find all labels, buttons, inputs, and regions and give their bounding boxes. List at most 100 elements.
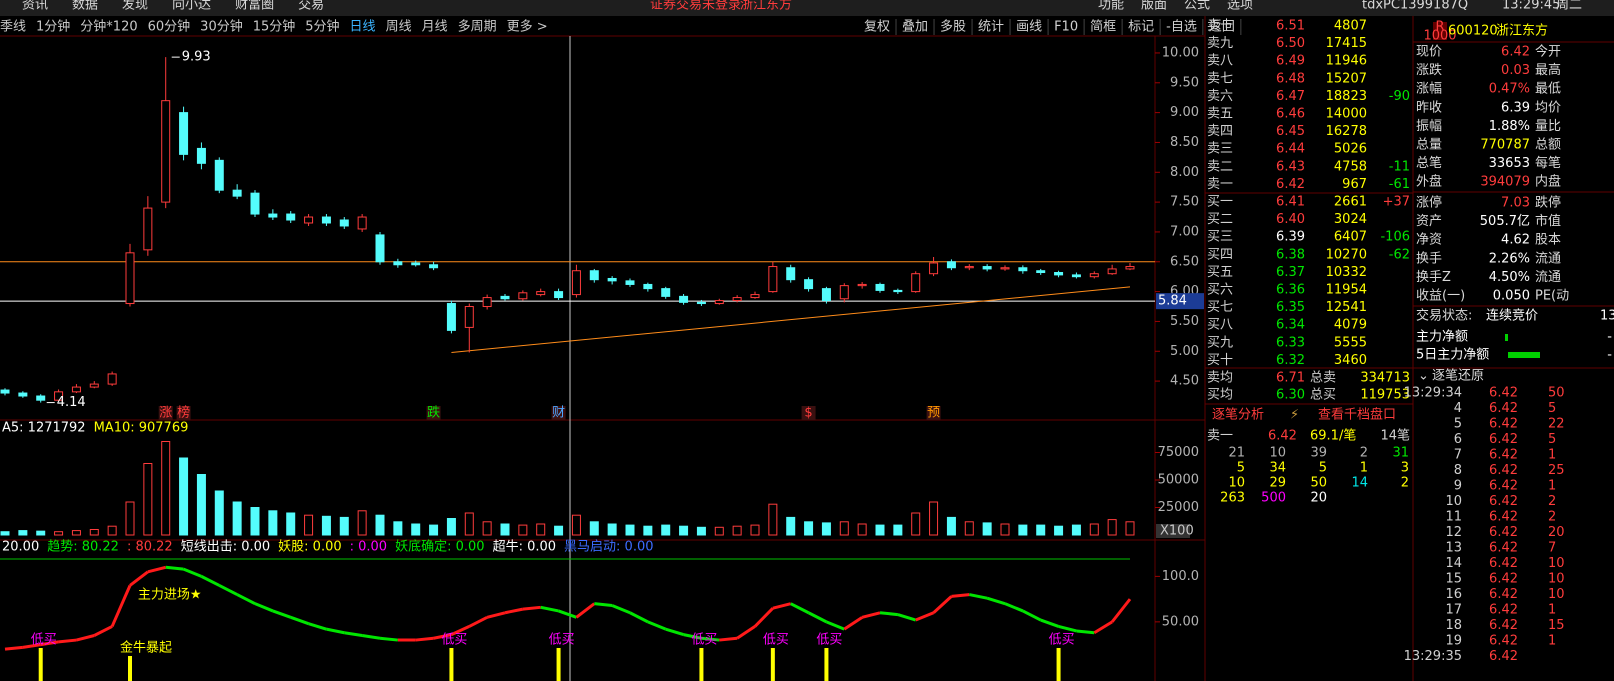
tick-price: 6.42 (1489, 634, 1518, 649)
y-tick-label: 5.00 (1170, 344, 1199, 359)
tool-button[interactable]: 统计 (978, 20, 1004, 35)
analysis-cell: 263 (1220, 491, 1245, 506)
menu-item[interactable]: 财富圈 (235, 0, 274, 13)
tool-button[interactable]: 返回 (1209, 20, 1235, 35)
volume-bar (786, 516, 796, 536)
avg-price: 6.30 (1276, 388, 1305, 403)
flow-label: 5日主力净额 (1416, 348, 1489, 363)
candle-body (71, 386, 81, 393)
book-label: 卖八 (1207, 54, 1233, 69)
collapse-icon: ⌄ (1418, 369, 1429, 384)
tool-button[interactable]: 多股 (940, 19, 966, 35)
volume-bar (393, 521, 403, 536)
candle-body (911, 273, 921, 293)
candle-body (839, 285, 849, 300)
quote-right-label: 均价 (1535, 100, 1561, 115)
book-label: 卖五 (1207, 107, 1233, 122)
menu-right-item[interactable]: 功能 (1098, 0, 1124, 13)
book-volume: 4758 (1334, 159, 1367, 174)
period-tab[interactable]: 日线 (350, 20, 376, 35)
quote-value: 6.39 (1501, 100, 1530, 115)
menu-item[interactable]: 发现 (122, 0, 148, 13)
book-price: 6.47 (1276, 89, 1305, 104)
menu-item[interactable]: 向小达 (172, 0, 211, 13)
volume-bar (625, 524, 635, 536)
signal-label: 低买 (31, 633, 57, 648)
candle-body (339, 219, 349, 227)
tick-time: 13:29:34 (1404, 386, 1462, 401)
book-volume: 10332 (1326, 265, 1367, 280)
candle-body (54, 391, 64, 401)
period-tab[interactable]: 分钟*120 (80, 19, 137, 35)
menu-item[interactable]: 交易 (298, 0, 324, 13)
period-tab[interactable]: 1分钟 (36, 19, 70, 35)
candle-body (643, 283, 653, 290)
quote-label: 总量 (1416, 138, 1442, 153)
trend-segment (736, 625, 756, 640)
tick-volume: 20 (1548, 525, 1565, 540)
tick-price: 6.42 (1489, 510, 1518, 525)
tool-button[interactable]: 画线 (1016, 20, 1042, 35)
book-label: 买四 (1207, 247, 1233, 262)
volume-bar (661, 524, 671, 536)
signal-label: 低买 (1049, 633, 1075, 648)
tool-button[interactable]: 叠加 (902, 20, 928, 35)
book-volume: 3460 (1334, 353, 1367, 368)
trend-segment (932, 595, 953, 614)
tick-time: 9 (1454, 479, 1462, 494)
total-value: 119753 (1360, 388, 1410, 403)
volume-bar (1071, 524, 1081, 536)
tick-volume: 5 (1548, 401, 1556, 416)
book-tab[interactable]: 逐笔分析 (1212, 407, 1264, 423)
volume-bar (1000, 523, 1010, 536)
trend-segment (76, 634, 95, 642)
book-label: 买七 (1207, 300, 1233, 315)
quote-value: 4.50% (1489, 270, 1530, 285)
book-change: -11 (1389, 159, 1410, 174)
period-tab[interactable]: 15分钟 (253, 19, 296, 35)
menu-item[interactable]: 资讯 (22, 0, 48, 13)
analysis-cell: 31 (1392, 446, 1409, 461)
candle-body (696, 301, 706, 305)
book-price: 6.45 (1276, 124, 1305, 139)
trend-segment (575, 602, 596, 619)
period-tab[interactable]: 月线 (422, 20, 448, 35)
period-tab[interactable]: 季线 (0, 20, 26, 35)
status-value: 连续竞价 (1486, 308, 1538, 324)
trend-segment (1093, 620, 1113, 635)
period-tab[interactable]: 更多 > (507, 19, 548, 35)
flow-value: - (1607, 348, 1612, 363)
tool-button[interactable]: 标记 (1128, 20, 1154, 35)
pane-header: MA10: 907769 (94, 421, 189, 436)
book-label: 卖十 (1207, 19, 1233, 34)
volume-bar (839, 521, 849, 536)
period-tab[interactable]: 多周期 (458, 19, 497, 35)
book-label: 买五 (1207, 265, 1233, 280)
quote-label: 净资 (1416, 233, 1442, 248)
menu-right-item[interactable]: 版面 (1141, 0, 1167, 13)
trend-segment (58, 638, 77, 644)
book-tab[interactable]: 查看千档盘口 (1318, 407, 1396, 423)
candle-body (393, 261, 403, 266)
tool-button[interactable]: -自选 (1166, 20, 1197, 35)
tool-button[interactable]: 简框 (1090, 19, 1116, 35)
book-volume: 11954 (1326, 283, 1367, 298)
quote-value: 1.88% (1489, 119, 1530, 134)
book-volume: 4807 (1334, 19, 1367, 34)
candle-body (143, 207, 153, 251)
menu-item[interactable]: 数据 (72, 0, 98, 13)
tool-button[interactable]: F10 (1054, 20, 1078, 35)
period-tab[interactable]: 60分钟 (148, 19, 191, 35)
period-tab[interactable]: 30分钟 (200, 19, 243, 35)
period-tab[interactable]: 5分钟 (305, 19, 339, 35)
menu-right-item[interactable]: 选项 (1227, 0, 1253, 13)
period-tab[interactable]: 周线 (386, 20, 412, 35)
tool-button[interactable]: 复权 (864, 19, 890, 35)
volume-bar (536, 523, 546, 536)
book-volume: 15207 (1326, 71, 1367, 86)
candle-body (893, 289, 903, 293)
menu-right-item[interactable]: 公式 (1184, 0, 1210, 13)
tick-price: 6.42 (1489, 556, 1518, 571)
trend-segment (22, 643, 41, 649)
volume-bar (982, 522, 992, 536)
